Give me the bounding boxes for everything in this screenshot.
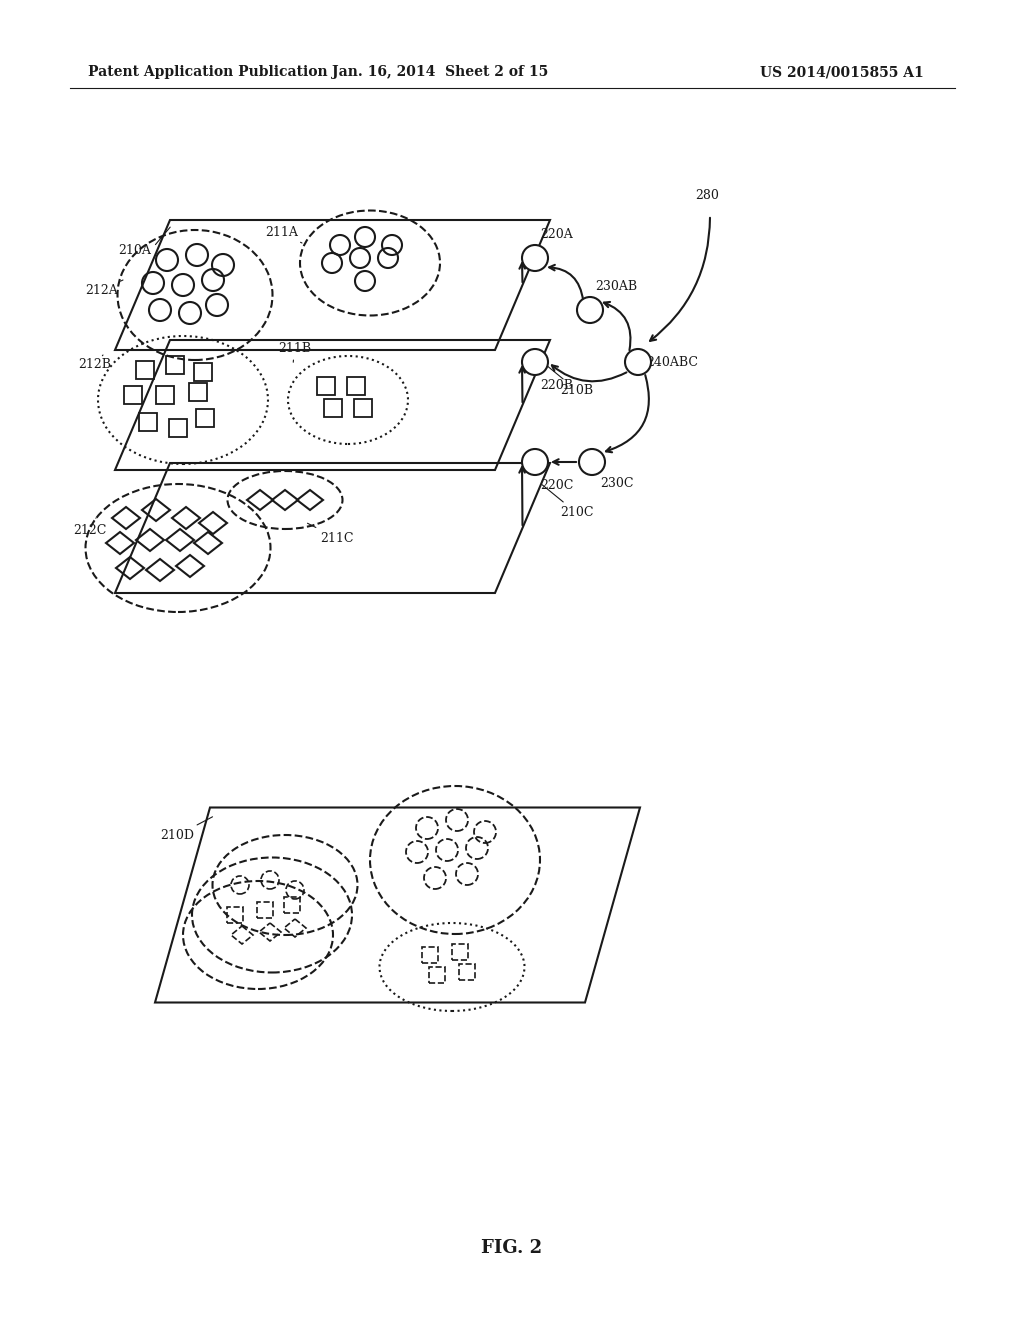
Text: 220B: 220B (540, 379, 573, 392)
Text: 212C: 212C (73, 517, 106, 536)
Text: FIG. 2: FIG. 2 (481, 1239, 543, 1257)
Bar (354, 399, 372, 417)
Bar (196, 409, 214, 426)
Bar (429, 968, 445, 983)
Text: Patent Application Publication: Patent Application Publication (88, 65, 328, 79)
Bar (317, 378, 335, 395)
Text: 230AB: 230AB (595, 280, 637, 293)
Bar (257, 902, 273, 917)
Text: 210C: 210C (542, 484, 594, 520)
Text: US 2014/0015855 A1: US 2014/0015855 A1 (760, 65, 924, 79)
Text: 212A: 212A (85, 280, 123, 297)
Bar (169, 418, 187, 437)
Bar (136, 360, 154, 379)
Text: 210D: 210D (160, 817, 213, 842)
Text: 220C: 220C (540, 479, 573, 492)
Bar (422, 946, 438, 964)
Text: 210A: 210A (118, 227, 170, 256)
Text: 211B: 211B (278, 342, 311, 362)
Bar (324, 399, 342, 417)
Bar (459, 964, 475, 979)
Text: 240ABC: 240ABC (646, 355, 698, 368)
Text: 230C: 230C (600, 477, 634, 490)
Bar (284, 898, 300, 913)
Bar (189, 383, 207, 401)
Circle shape (625, 348, 651, 375)
Text: 211A: 211A (265, 227, 302, 243)
Bar (227, 907, 243, 923)
Circle shape (522, 348, 548, 375)
Bar (156, 385, 174, 404)
Bar (194, 363, 212, 381)
Bar (139, 413, 157, 432)
Bar (166, 356, 184, 374)
Text: Jan. 16, 2014  Sheet 2 of 15: Jan. 16, 2014 Sheet 2 of 15 (332, 65, 548, 79)
Bar (124, 385, 142, 404)
Circle shape (522, 449, 548, 475)
Bar (452, 944, 468, 960)
Circle shape (522, 246, 548, 271)
Circle shape (579, 449, 605, 475)
Text: 220A: 220A (540, 228, 572, 242)
Text: 212B: 212B (78, 355, 111, 371)
Text: 211C: 211C (307, 523, 353, 544)
Text: 280: 280 (695, 189, 719, 202)
Text: 210B: 210B (542, 362, 593, 396)
Bar (347, 378, 365, 395)
Circle shape (577, 297, 603, 323)
